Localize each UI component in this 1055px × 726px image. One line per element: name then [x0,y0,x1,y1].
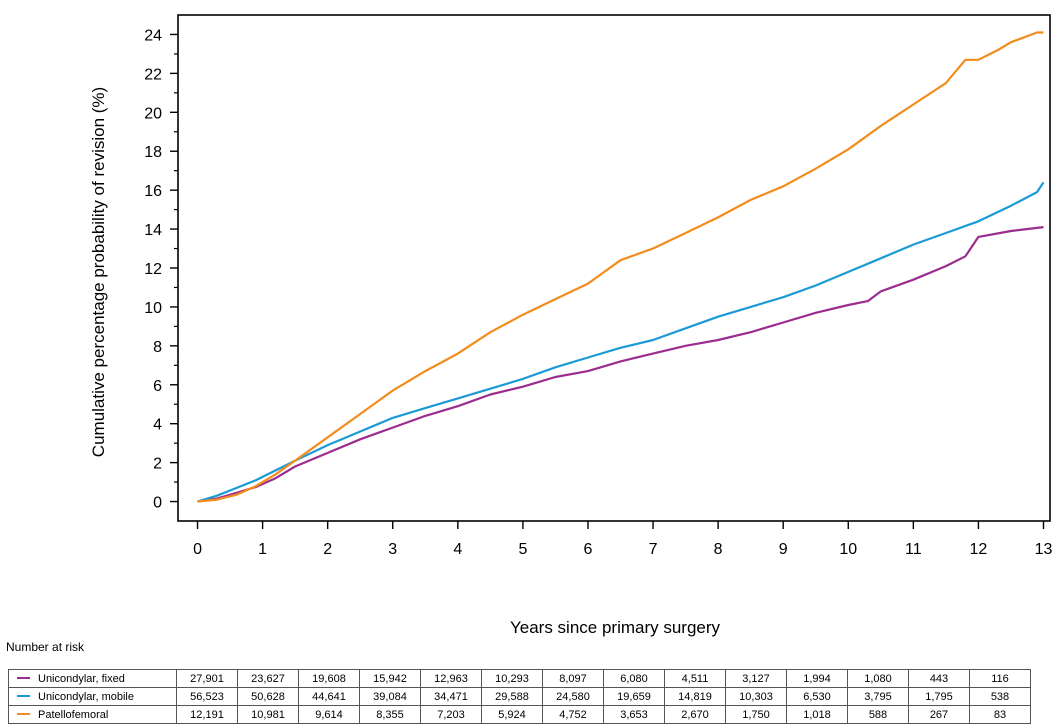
risk-cell: 29,588 [481,687,543,706]
risk-cell: 5,924 [481,705,543,724]
x-tick-label: 1 [258,541,267,558]
risk-cell: 19,608 [298,669,360,688]
risk-cell: 8,097 [542,669,604,688]
series-lines [197,31,1045,503]
risk-cell: 1,750 [725,705,787,724]
x-tick-label: 13 [1035,541,1053,558]
risk-cell: 3,795 [847,687,909,706]
risk-cell: 3,127 [725,669,787,688]
risk-table-row: Unicondylar, fixed 27,901 23,627 19,608 15,9… [8,669,1031,688]
risk-table-title: Number at risk [6,640,85,654]
risk-cell: 83 [969,705,1031,724]
risk-table-row: Unicondylar, mobile 56,523 50,628 44,641 39,… [8,687,1031,706]
risk-cell: 4,752 [542,705,604,724]
x-tick-label: 8 [714,541,723,558]
y-tick-label: 16 [144,183,162,200]
risk-row-name: Unicondylar, mobile [38,690,134,703]
risk-cell: 1,994 [786,669,848,688]
risk-table: Unicondylar, fixed 27,901 23,627 19,608 15,9… [8,669,1031,724]
x-axis-title: Years since primary surgery [510,618,721,637]
risk-row-label: Unicondylar, mobile [8,687,177,706]
risk-cell: 10,981 [237,705,299,724]
risk-cell: 538 [969,687,1031,706]
y-tick-label: 14 [144,222,162,239]
x-tick-label: 3 [388,541,397,558]
risk-cell: 27,901 [176,669,238,688]
y-tick-label: 18 [144,144,162,161]
x-tick-label: 4 [453,541,462,558]
risk-cell: 10,293 [481,669,543,688]
risk-cell: 588 [847,705,909,724]
x-tick-label: 2 [323,541,332,558]
risk-cell: 15,942 [359,669,421,688]
risk-cell: 1,080 [847,669,909,688]
x-tick-label: 5 [518,541,527,558]
risk-cell: 6,530 [786,687,848,706]
y-tick-label: 12 [144,261,162,278]
x-tick-label: 6 [584,541,593,558]
risk-cell: 6,080 [603,669,665,688]
risk-row-name: Unicondylar, fixed [38,672,125,685]
risk-cell: 1,018 [786,705,848,724]
risk-cell: 2,670 [664,705,726,724]
risk-cell: 12,963 [420,669,482,688]
series-line-unicondylar-fixed [197,226,1044,503]
y-tick-label: 2 [153,456,162,473]
y-tick-label: 10 [144,300,162,317]
risk-cell: 39,084 [359,687,421,706]
risk-cell: 1,795 [908,687,970,706]
risk-row-label: Patellofemoral [8,705,177,724]
risk-cell: 8,355 [359,705,421,724]
x-tick-label: 12 [970,541,988,558]
risk-cell: 3,653 [603,705,665,724]
risk-cell: 10,303 [725,687,787,706]
y-axis-title: Cumulative percentage probability of rev… [89,87,108,457]
risk-cell: 267 [908,705,970,724]
risk-cell: 34,471 [420,687,482,706]
series-line-patellofemoral [197,31,1044,503]
y-tick-label: 22 [144,66,162,83]
risk-cell: 50,628 [237,687,299,706]
y-tick-label: 6 [153,378,162,395]
plot-border [177,14,1051,522]
risk-cell: 14,819 [664,687,726,706]
x-tick-label: 11 [905,541,922,558]
x-tick-label: 7 [649,541,658,558]
risk-cell: 12,191 [176,705,238,724]
x-tick-label: 10 [839,541,857,558]
x-axis: 0 1 2 3 4 5 6 7 8 9 10 11 12 13 [193,521,1052,558]
risk-cell: 24,580 [542,687,604,706]
risk-cell: 443 [908,669,970,688]
legend-swatch [17,712,30,715]
legend-swatch [17,694,30,697]
y-tick-label: 4 [153,417,162,434]
risk-cell: 4,511 [664,669,726,688]
legend-swatch [17,676,30,679]
y-tick-label: 20 [144,105,162,122]
risk-cell: 23,627 [237,669,299,688]
y-tick-label: 0 [153,495,162,512]
risk-cell: 56,523 [176,687,238,706]
x-tick-label: 9 [779,541,788,558]
risk-cell: 19,659 [603,687,665,706]
y-tick-label: 24 [144,27,162,44]
risk-table-row: Patellofemoral 12,191 10,981 9,614 8,355 7,20… [8,705,1031,724]
risk-cell: 44,641 [298,687,360,706]
x-tick-label: 0 [193,541,202,558]
plot-frame [177,14,1051,522]
risk-cell: 116 [969,669,1031,688]
risk-cell: 7,203 [420,705,482,724]
risk-cell: 9,614 [298,705,360,724]
risk-row-name: Patellofemoral [38,708,109,721]
risk-row-label: Unicondylar, fixed [8,669,177,688]
y-tick-label: 8 [153,339,162,356]
